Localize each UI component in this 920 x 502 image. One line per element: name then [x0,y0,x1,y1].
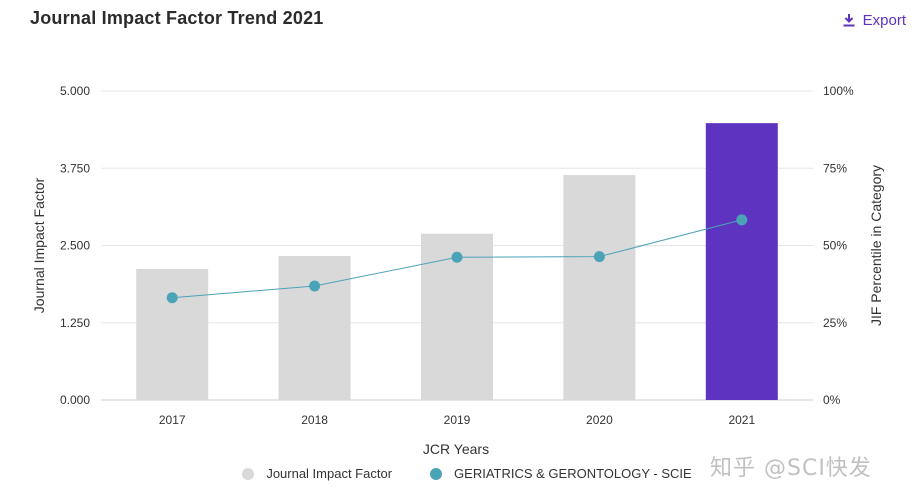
y2-tick-label: 75% [823,161,847,175]
percentile-point-2017[interactable] [166,292,178,304]
export-button[interactable]: Export [843,12,906,29]
y2-tick-label: 50% [823,239,847,253]
legend-swatch-category-percentile [430,467,443,480]
legend-item-category-percentile[interactable]: GERIATRICS & GERONTOLOGY - SCIE [430,466,692,481]
y-tick-label: 5.000 [60,84,90,98]
percentile-point-2019[interactable] [451,251,463,263]
y-tick-label: 1.250 [60,316,90,330]
bar-2017[interactable] [136,268,209,400]
bar-2018[interactable] [278,256,351,400]
x-tick-label: 2019 [444,413,471,427]
y-tick-label: 0.000 [60,393,90,407]
x-tick-label: 2021 [728,413,755,427]
legend-label-impact-factor: Journal Impact Factor [266,466,393,481]
legend-swatch-impact-factor [242,467,255,480]
bar-2021[interactable] [705,123,778,401]
y2-tick-label: 25% [823,316,847,330]
percentile-point-2018[interactable] [309,280,321,292]
x-tick-label: 2020 [586,413,613,427]
export-label: Export [862,12,906,29]
legend-label-category-percentile: GERIATRICS & GERONTOLOGY - SCIE [454,466,692,481]
y-tick-label: 3.750 [60,161,90,175]
chart-legend: Journal Impact Factor GERIATRICS & GERON… [0,466,920,481]
x-tick-label: 2018 [301,413,328,427]
page-title: Journal Impact Factor Trend 2021 [30,8,324,28]
x-tick-label: 2017 [159,413,186,427]
download-icon [843,14,855,27]
percentile-point-2020[interactable] [593,251,605,263]
y2-axis-title: JIF Percentile in Category [868,165,884,326]
y2-tick-label: 100% [823,84,854,98]
legend-item-impact-factor[interactable]: Journal Impact Factor [242,466,392,481]
watermark: 知乎 @SCI快发 [710,456,872,481]
bar-2020[interactable] [563,175,636,400]
percentile-point-2021[interactable] [736,214,748,226]
y-tick-label: 2.500 [60,239,90,253]
y-axis-title: Journal Impact Factor [31,177,47,313]
y2-tick-label: 0% [823,393,841,407]
x-axis-title: JCR Years [423,441,489,457]
